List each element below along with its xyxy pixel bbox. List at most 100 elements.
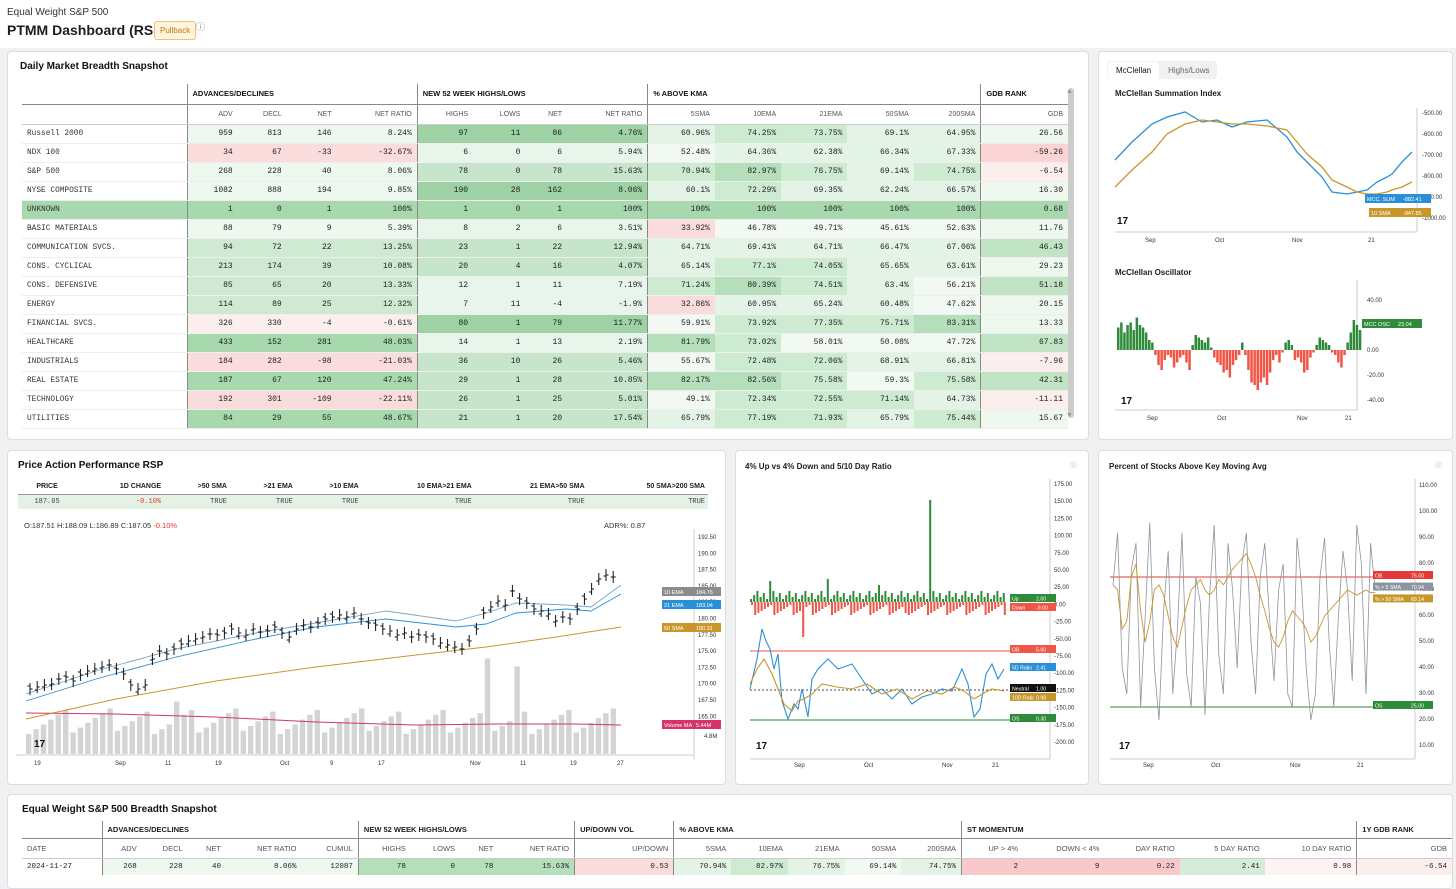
cell: 77.1% <box>714 257 782 277</box>
volume-bar <box>77 727 84 754</box>
cell: 0.53 <box>574 858 674 875</box>
down-bar <box>786 602 789 607</box>
tab-highs-lows[interactable]: Highs/Lows <box>1168 66 1210 75</box>
up-bar <box>951 597 954 602</box>
volume-bar <box>129 721 135 754</box>
x-tick-label: Sep <box>1147 416 1158 422</box>
cell: 100% <box>847 200 914 220</box>
ew-panel: Equal Weight S&P 500 Breadth Snapshot AD… <box>7 794 1453 889</box>
down-bar <box>843 602 846 607</box>
down-bar <box>965 602 968 615</box>
settings-icon[interactable]: ◎ <box>1070 460 1077 469</box>
up-bar <box>756 591 759 602</box>
cell: 228 <box>237 162 287 182</box>
tag-bg <box>1010 693 1034 701</box>
down-bar <box>927 602 929 615</box>
cell: 76.75% <box>787 858 845 875</box>
cell: 184 <box>186 352 238 372</box>
row-label: COMMUNICATION SVCS. <box>22 238 187 258</box>
cell: 4.76% <box>567 124 648 144</box>
table-scrollbar[interactable] <box>1068 88 1074 418</box>
volume-bar <box>100 713 106 754</box>
y-tick-label: -600.00 <box>1422 132 1443 138</box>
column-header: HIGHS <box>416 104 474 125</box>
group-header: NEW 52 WEEK HIGHS/LOWS <box>416 84 648 105</box>
page-title: PTMM Dashboard (RSP) <box>7 22 168 38</box>
oscillator-bar-positive <box>1123 332 1126 350</box>
cell: 68.91% <box>847 352 914 372</box>
down-bar <box>840 602 843 609</box>
up-bar <box>932 591 935 602</box>
y-tick-label: 125.00 <box>1054 516 1073 522</box>
cell: 174 <box>237 257 287 277</box>
info-icon[interactable]: ⓘ <box>196 22 206 32</box>
cell: 62.24% <box>847 181 914 201</box>
volume-bar <box>484 658 491 754</box>
cell: -7.96 <box>980 352 1068 372</box>
volume-bar <box>196 732 202 754</box>
down-bar <box>802 602 805 637</box>
tab-mcclellan[interactable]: McClellan <box>1108 62 1160 79</box>
cell: 10.85% <box>567 371 648 391</box>
cell: 8.06% <box>567 181 648 201</box>
cell: 70.94% <box>647 162 715 182</box>
oscillator-bar-negative <box>1250 350 1253 383</box>
tag-bg <box>1010 594 1034 602</box>
cell: 29.23 <box>980 257 1068 277</box>
down-bar <box>920 602 923 607</box>
oscillator-title: McClellan Oscillator <box>1115 268 1192 277</box>
cell: 1 <box>473 390 526 410</box>
volume-bar <box>410 729 417 754</box>
tag-bg <box>1034 645 1056 653</box>
cell: 65.14% <box>647 257 715 277</box>
column-header: UP > 4% <box>961 838 1024 859</box>
down-bar <box>792 602 795 615</box>
column-header: 10EMA <box>731 838 788 859</box>
column-header: LOWS <box>410 838 461 859</box>
cell: 13.33% <box>336 276 418 296</box>
tag-bg <box>1010 645 1034 653</box>
oscillator-bar-negative <box>1303 350 1306 373</box>
scroll-down-icon[interactable]: ▼ <box>1066 412 1073 419</box>
column-header: DECL <box>237 104 287 125</box>
cell: -21.03% <box>336 352 418 372</box>
series-label: 10 SMA <box>1371 211 1391 217</box>
volume-bar <box>381 721 387 754</box>
x-tick-label: Oct <box>1217 416 1227 422</box>
adr-readout: ADR%: 0.87 <box>604 521 646 530</box>
scroll-up-icon[interactable]: ▲ <box>1066 88 1073 95</box>
settings-icon[interactable]: ◎ <box>1435 460 1442 469</box>
cell: 55.67% <box>647 352 715 372</box>
tag-bg <box>1034 603 1056 611</box>
up-bar <box>996 591 999 602</box>
volume-bar <box>292 724 298 754</box>
cell: 60.95% <box>714 295 782 315</box>
y-tick-label: -125.00 <box>1054 688 1075 694</box>
tag-value: 2.41 <box>1036 666 1046 672</box>
up-bar <box>926 599 928 602</box>
down-bar <box>827 602 830 605</box>
tag-bg <box>1373 582 1409 591</box>
cell: 1 <box>286 200 337 220</box>
x-tick-label: Oct <box>864 763 874 769</box>
up-bar <box>948 591 951 602</box>
tag-bg <box>1373 571 1409 579</box>
table-row: Russell 2000 959 813 146 8.24% 97 11 86 4.76% 60.… <box>22 124 1068 144</box>
y-tick-label: -500.00 <box>1422 111 1443 117</box>
tag-bg <box>1409 582 1433 591</box>
column-header: NET RATIO <box>498 838 575 859</box>
cell: 100% <box>567 200 648 220</box>
cell: 78 <box>460 858 499 875</box>
tag-bg <box>1010 663 1034 671</box>
cell: 56.21% <box>913 276 981 296</box>
row-label: FINANCIAL SVCS. <box>22 314 187 334</box>
cell: 12.94% <box>567 238 648 258</box>
down-bar <box>754 602 757 615</box>
cell: 1 <box>473 371 526 391</box>
volume-bar <box>188 710 195 754</box>
cell: 16.30 <box>980 181 1068 201</box>
up-bar <box>890 593 893 602</box>
cell: 32.86% <box>647 295 715 315</box>
up-bar <box>804 591 807 602</box>
down-bar <box>1000 602 1003 605</box>
